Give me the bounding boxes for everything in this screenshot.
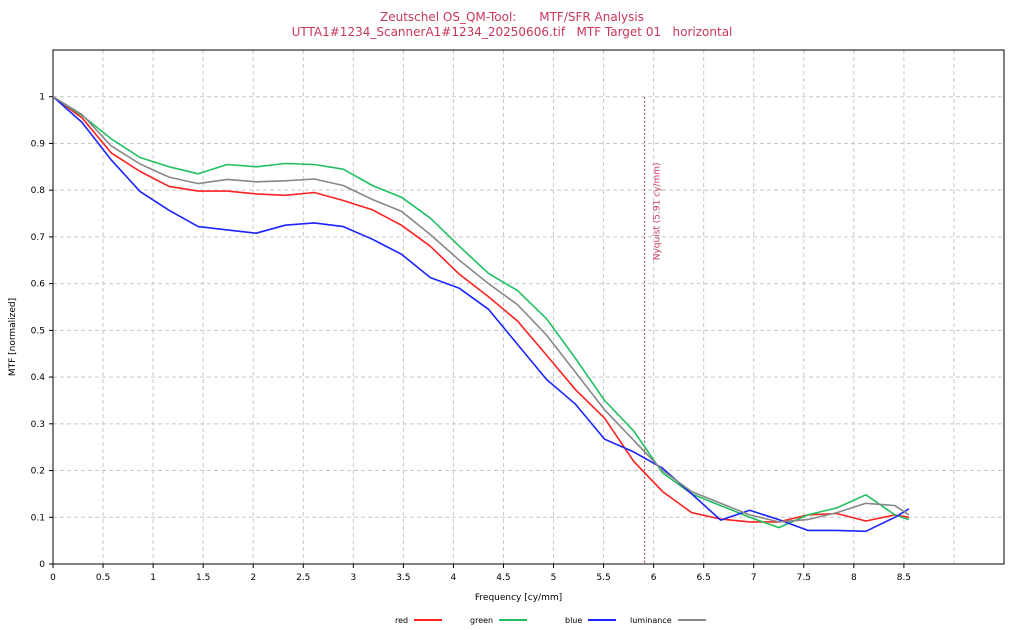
axis-ticks: 0 0.5 1 1.5 2 2.5 3 3.5 4 4.5 5 5.5 6 6.5 7 7.5 8 8.5 0 0.1…	[31, 93, 911, 583]
x-tick-label: 7	[751, 573, 757, 583]
x-tick-label: 1	[150, 573, 156, 583]
legend-label: green	[470, 615, 494, 625]
y-tick-label: 0.4	[31, 373, 46, 383]
x-tick-label: 6.5	[697, 573, 711, 583]
series-line-luminance	[52, 96, 910, 523]
y-tick-label: 0.5	[31, 326, 45, 336]
legend-swatch	[677, 619, 706, 621]
x-axis-label: Frequency [cy/mm]	[475, 593, 562, 603]
legend-label: red	[395, 615, 409, 625]
x-tick-label: 0	[50, 573, 56, 583]
x-tick-label: 4	[451, 573, 457, 583]
mtf-chart: 0 0.5 1 1.5 2 2.5 3 3.5 4 4.5 5 5.5 6 6.5 7 7.5 8 8.5 0 0.1…	[8, 49, 1005, 603]
series-line-blue	[52, 96, 910, 533]
series-line-red	[52, 96, 910, 523]
grid-lines	[53, 50, 1004, 564]
x-tick-label: 2.5	[296, 573, 310, 583]
legend-swatch	[588, 619, 617, 621]
x-tick-label: 5.5	[596, 573, 610, 583]
y-tick-label: 0.1	[31, 513, 45, 523]
y-axis-label: MTF [normalized]	[8, 298, 18, 376]
y-tick-label: 1	[39, 93, 45, 103]
x-tick-label: 7.5	[797, 573, 811, 583]
legend-item-luminance: luminance	[630, 612, 706, 628]
y-tick-label: 0.7	[31, 233, 45, 243]
chart-title: Zeutschel OS_QM-Tool: MTF/SFR Analysis	[380, 10, 644, 24]
legend-item-blue: blue	[565, 612, 617, 628]
legend-item-green: green	[470, 612, 528, 628]
legend-swatch	[414, 619, 443, 621]
nyquist-label: Nyquist (5.91 cy/mm)	[653, 162, 663, 260]
x-tick-label: 0.5	[96, 573, 110, 583]
y-tick-label: 0.6	[31, 280, 46, 290]
x-tick-label: 4.5	[496, 573, 510, 583]
x-tick-label: 8.5	[897, 573, 911, 583]
plot-area	[52, 49, 1005, 565]
legend: red green blue luminance	[0, 612, 1024, 628]
x-tick-label: 8	[851, 573, 857, 583]
legend-item-red: red	[395, 612, 443, 628]
y-tick-label: 0.8	[31, 186, 46, 196]
x-tick-label: 3	[350, 573, 356, 583]
x-tick-label: 6	[651, 573, 657, 583]
x-tick-label: 1.5	[196, 573, 210, 583]
y-tick-label: 0.9	[31, 139, 46, 149]
y-tick-label: 0.3	[31, 420, 45, 430]
series-line-green	[52, 96, 910, 529]
annotations: Nyquist (5.91 cy/mm)	[644, 96, 663, 564]
legend-label: luminance	[630, 615, 672, 625]
legend-label: blue	[565, 615, 583, 625]
series-lines	[52, 96, 910, 533]
y-tick-label: 0	[39, 560, 45, 570]
x-tick-label: 5	[551, 573, 557, 583]
legend-swatch	[499, 619, 528, 621]
x-tick-label: 2	[250, 573, 256, 583]
chart-subtitle: UTTA1#1234_ScannerA1#1234_20250606.tif M…	[291, 25, 733, 39]
y-tick-label: 0.2	[31, 467, 45, 477]
x-tick-label: 3.5	[396, 573, 410, 583]
